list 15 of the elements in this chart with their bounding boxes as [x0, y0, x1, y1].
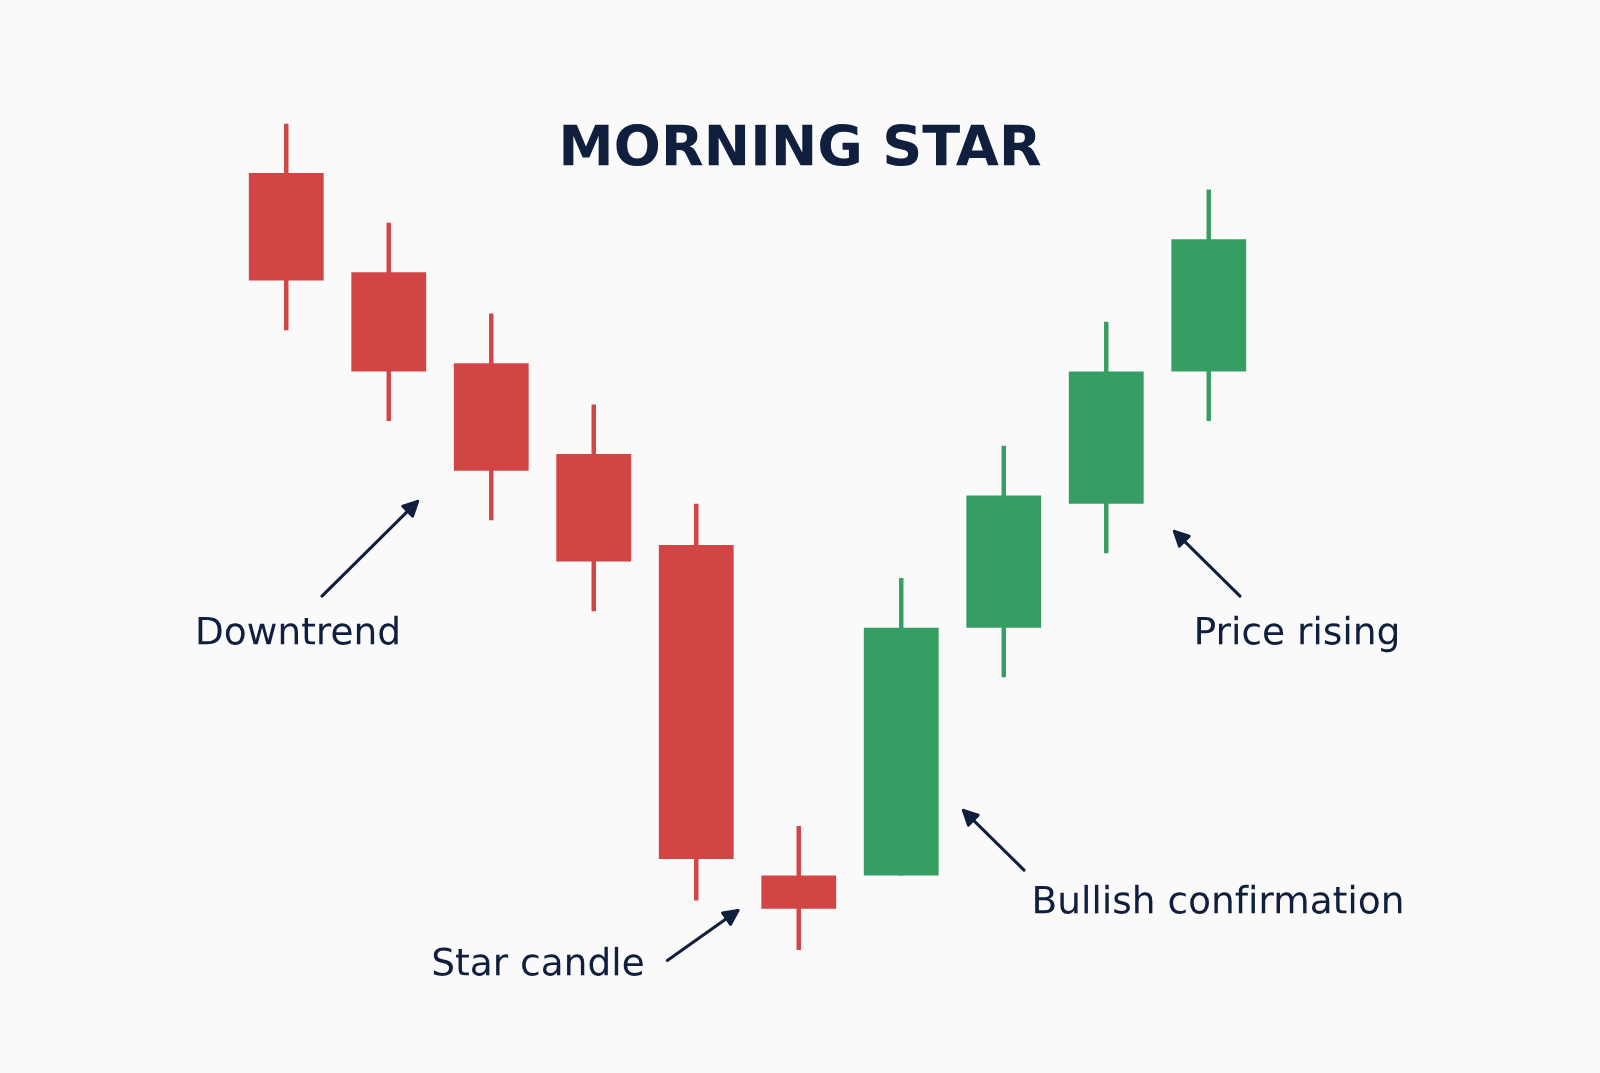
annotation: Price rising	[1197, 615, 1397, 653]
chart-title: MORNING STAR	[563, 124, 1041, 167]
candlestick	[351, 222, 427, 422]
annotation: Star candle	[433, 946, 643, 976]
candlestick	[966, 445, 1042, 678]
annotation: Bullish confirmation	[1035, 884, 1402, 914]
candlestick	[1068, 321, 1144, 554]
candlestick	[863, 578, 939, 876]
candlestick	[556, 404, 632, 612]
annotation: Downtrend	[198, 615, 398, 645]
candlestick	[1171, 189, 1247, 422]
candlestick	[248, 123, 324, 331]
candlestick	[453, 313, 529, 521]
candlestick	[658, 503, 734, 901]
candlestick	[761, 826, 837, 950]
